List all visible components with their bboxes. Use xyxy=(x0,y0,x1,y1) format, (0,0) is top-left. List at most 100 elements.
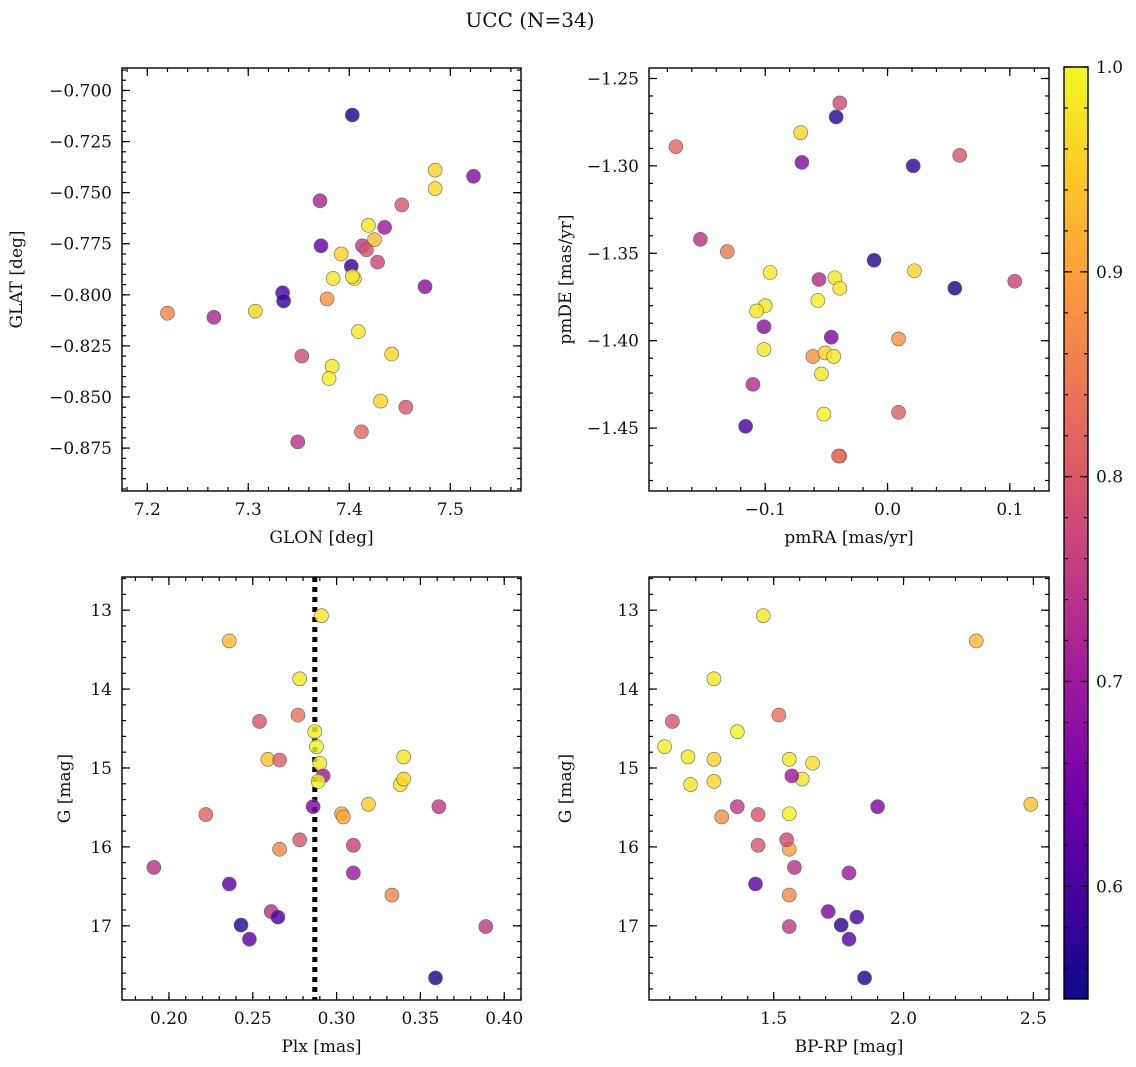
x-axis-label: pmRA [mas/yr] xyxy=(784,528,913,548)
y-tick-label: −1.45 xyxy=(587,419,639,439)
data-point xyxy=(146,860,162,875)
x-tick-label: 0.0 xyxy=(874,500,901,520)
y-axis-label: G [mag] xyxy=(55,754,75,823)
data-point xyxy=(706,671,722,687)
data-point xyxy=(290,707,306,723)
data-point xyxy=(706,774,722,789)
data-point xyxy=(756,319,772,334)
data-point xyxy=(849,909,865,925)
data-point xyxy=(952,148,968,163)
data-point xyxy=(870,799,885,814)
y-tick-label: −0.725 xyxy=(49,133,112,153)
y-tick-label: 15 xyxy=(617,759,639,779)
y-tick-label: −1.40 xyxy=(587,332,639,352)
data-point xyxy=(427,181,443,196)
data-point xyxy=(221,876,237,892)
data-point xyxy=(784,768,800,784)
data-point xyxy=(294,348,310,364)
data-point xyxy=(398,399,414,415)
data-point xyxy=(314,608,329,623)
data-point xyxy=(292,671,308,687)
data-point xyxy=(781,752,797,767)
data-point xyxy=(891,405,906,420)
colorbar-tick-label: 1.0 xyxy=(1096,58,1123,78)
data-point xyxy=(968,633,984,649)
data-point xyxy=(805,349,821,364)
data-point xyxy=(750,838,766,853)
y-tick-label: 17 xyxy=(617,917,639,937)
y-tick-label: 14 xyxy=(617,680,639,700)
data-point xyxy=(793,125,808,140)
data-point xyxy=(370,254,385,270)
data-point xyxy=(160,305,175,321)
plot-frame xyxy=(121,576,522,1001)
data-point xyxy=(665,714,680,729)
data-point xyxy=(787,860,802,875)
x-axis-label: BP-RP [mag] xyxy=(795,1037,904,1057)
y-axis-label: G [mag] xyxy=(556,754,576,823)
data-point xyxy=(221,633,237,649)
data-point xyxy=(242,931,257,947)
data-point xyxy=(312,755,328,771)
x-tick-label: 2.5 xyxy=(1020,1009,1047,1029)
data-point xyxy=(252,714,267,729)
data-point xyxy=(730,799,745,814)
data-point xyxy=(828,109,844,125)
y-tick-label: 17 xyxy=(90,917,112,937)
data-point xyxy=(384,887,400,903)
data-point xyxy=(657,739,672,754)
data-point xyxy=(345,107,360,123)
data-point xyxy=(427,162,443,178)
data-point xyxy=(270,909,286,925)
y-tick-label: −0.800 xyxy=(49,286,112,306)
data-point xyxy=(394,197,410,213)
data-point xyxy=(325,271,341,286)
data-point xyxy=(781,919,797,934)
data-point xyxy=(668,139,684,154)
data-point xyxy=(814,366,829,382)
data-point xyxy=(373,393,388,409)
data-point xyxy=(841,865,857,881)
data-point xyxy=(361,796,376,812)
data-point xyxy=(354,424,369,440)
data-point xyxy=(833,917,849,933)
x-tick-label: 0.35 xyxy=(401,1009,439,1029)
data-point xyxy=(272,841,287,857)
data-point xyxy=(367,232,382,247)
data-point xyxy=(781,806,797,822)
data-point xyxy=(292,832,308,848)
data-point xyxy=(396,749,411,765)
data-point xyxy=(345,269,360,284)
data-point xyxy=(810,293,826,308)
y-tick-label: 16 xyxy=(90,838,112,858)
data-point xyxy=(206,310,222,325)
x-tick-label: 0.1 xyxy=(996,500,1023,520)
data-point xyxy=(823,329,839,345)
data-point xyxy=(351,324,366,339)
colorbar: 0.6 0.7 0.8 0.9 1.0 xyxy=(1063,58,1123,1000)
y-tick-label: 15 xyxy=(90,759,112,779)
x-tick-label: 1.5 xyxy=(760,1009,787,1029)
x-tick-label: 7.3 xyxy=(235,500,262,520)
data-point xyxy=(857,970,872,986)
y-tick-label: 13 xyxy=(90,601,112,621)
data-point xyxy=(745,377,761,392)
data-point xyxy=(680,749,696,765)
data-point xyxy=(805,755,820,771)
y-tick-label: −0.750 xyxy=(49,184,112,204)
data-point xyxy=(816,406,832,422)
data-point xyxy=(738,419,753,434)
data-point xyxy=(1023,796,1039,812)
data-point xyxy=(820,904,836,919)
data-point xyxy=(832,95,848,111)
x-tick-label: 2.0 xyxy=(890,1009,917,1029)
data-point xyxy=(781,887,797,903)
data-point xyxy=(756,342,772,357)
y-tick-label: −0.875 xyxy=(49,439,112,459)
data-point xyxy=(826,349,842,364)
data-point xyxy=(748,876,763,892)
data-point xyxy=(811,272,827,287)
panel-pmra-pmde: −0.1 0.0 0.1 −1.45 −1.40 −1.35 −1.30 −1.25 pmRA … xyxy=(556,67,1050,548)
data-point xyxy=(309,739,324,754)
y-tick-label: −0.825 xyxy=(49,337,112,357)
